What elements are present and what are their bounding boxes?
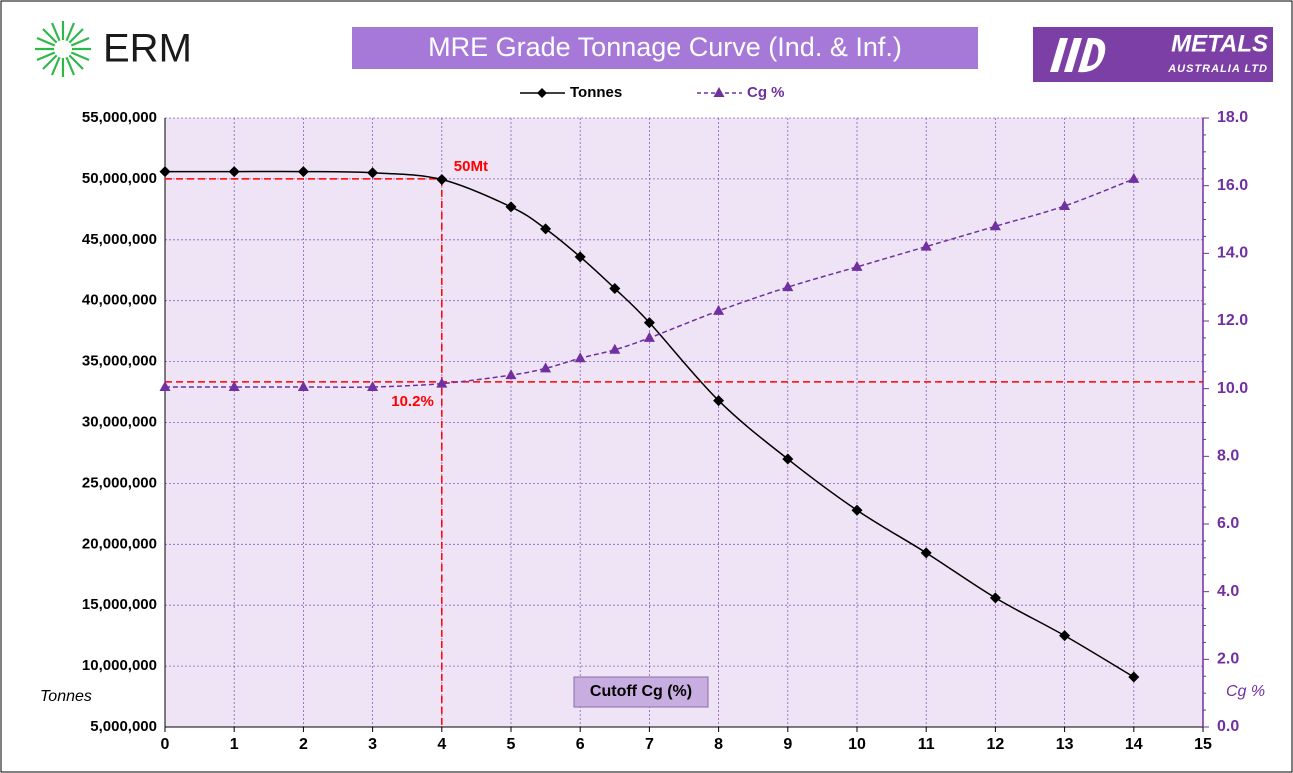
triangle-marker [851,260,863,271]
triangle-marker [1059,199,1071,210]
y2-axis-label: Cg % [1226,683,1265,700]
x-tick-label: 6 [576,736,585,753]
x-tick-label: 3 [368,736,377,753]
x-tick-label: 2 [299,736,308,753]
triangle-marker [159,380,171,391]
diamond-marker [782,453,794,465]
x-tick-label: 7 [645,736,654,753]
title-box [352,27,978,69]
diamond-marker [1128,671,1140,683]
triangle-marker [713,304,725,315]
series-line [165,178,1135,388]
y-tick-label: 15,000,000 [82,596,157,613]
y-axis-label: Tonnes [40,688,92,705]
y2-tick-label: 10.0 [1217,380,1248,397]
x-axis-label: Cutoff Cg (%) [590,683,692,700]
x-label-box [573,676,709,708]
triangle-marker [228,380,240,391]
y2-tick-label: 18.0 [1217,109,1248,126]
y-tick-label: 50,000,000 [82,170,157,187]
diamond-marker [713,395,725,407]
x-tick-label: 0 [161,736,170,753]
triangle-marker [782,281,794,292]
diamond-marker [989,592,1001,604]
x-tick-label: 15 [1194,736,1212,753]
diamond-marker [609,283,621,295]
y2-tick-label: 0.0 [1217,718,1239,735]
y2-tick-label: 2.0 [1217,651,1239,668]
triangle-marker [989,220,1001,231]
annotation: 50Mt [454,158,488,175]
x-tick-label: 14 [1125,736,1143,753]
y-tick-label: 40,000,000 [82,292,157,309]
y-tick-label: 55,000,000 [82,109,157,126]
x-tick-label: 12 [987,736,1005,753]
triangle-marker [574,352,586,363]
series-line [165,170,1135,678]
y-tick-label: 35,000,000 [82,353,157,370]
erm-logo: ERM [103,27,192,71]
y-tick-label: 30,000,000 [82,413,157,430]
chart-title: MRE Grade Tonnage Curve (Ind. & Inf.) [428,32,902,62]
y-tick-label: 20,000,000 [82,535,157,552]
metals-logo-icon [1050,37,1106,73]
x-tick-label: 9 [783,736,792,753]
legend-marker [537,88,547,98]
y2-tick-label: 12.0 [1217,312,1248,329]
legend-marker [713,87,725,97]
diamond-marker [228,166,240,178]
y-tick-label: 5,000,000 [90,718,157,735]
legend-label: Cg % [747,84,785,101]
legend-label: Tonnes [570,84,622,101]
plot-area [165,118,1203,727]
triangle-marker [367,380,379,391]
diamond-marker [643,317,655,329]
x-tick-label: 13 [1056,736,1074,753]
x-tick-label: 1 [230,736,239,753]
y2-tick-label: 4.0 [1217,583,1239,600]
diamond-marker [1059,630,1071,642]
triangle-marker [643,331,655,342]
metals-logo-sub: AUSTRALIA LTD [1167,63,1268,75]
triangle-marker [505,369,517,380]
diamond-marker [574,251,586,263]
diamond-marker [851,504,863,516]
erm-logo-icon [35,21,91,77]
metals-logo: METALS [1171,30,1268,57]
x-tick-label: 10 [848,736,866,753]
y2-tick-label: 8.0 [1217,448,1239,465]
triangle-marker [920,240,932,251]
x-tick-label: 11 [918,736,935,753]
triangle-marker [436,377,448,388]
diamond-marker [367,167,379,179]
x-tick-label: 5 [507,736,516,753]
annotation: 10.2% [391,393,434,410]
triangle-marker [540,362,552,373]
diamond-marker [540,223,552,235]
diamond-marker [436,174,448,186]
y2-tick-label: 6.0 [1217,515,1239,532]
y-tick-label: 10,000,000 [82,657,157,674]
y-tick-label: 25,000,000 [82,474,157,491]
diamond-marker [920,547,932,559]
triangle-marker [1128,172,1140,183]
x-tick-label: 8 [714,736,723,753]
triangle-marker [609,343,621,354]
diamond-marker [505,201,517,213]
y2-tick-label: 14.0 [1217,245,1248,262]
y-tick-label: 45,000,000 [82,231,157,248]
triangle-marker [297,380,309,391]
y2-tick-label: 16.0 [1217,177,1248,194]
diamond-marker [159,166,171,178]
x-tick-label: 4 [437,736,446,753]
diamond-marker [297,166,309,178]
